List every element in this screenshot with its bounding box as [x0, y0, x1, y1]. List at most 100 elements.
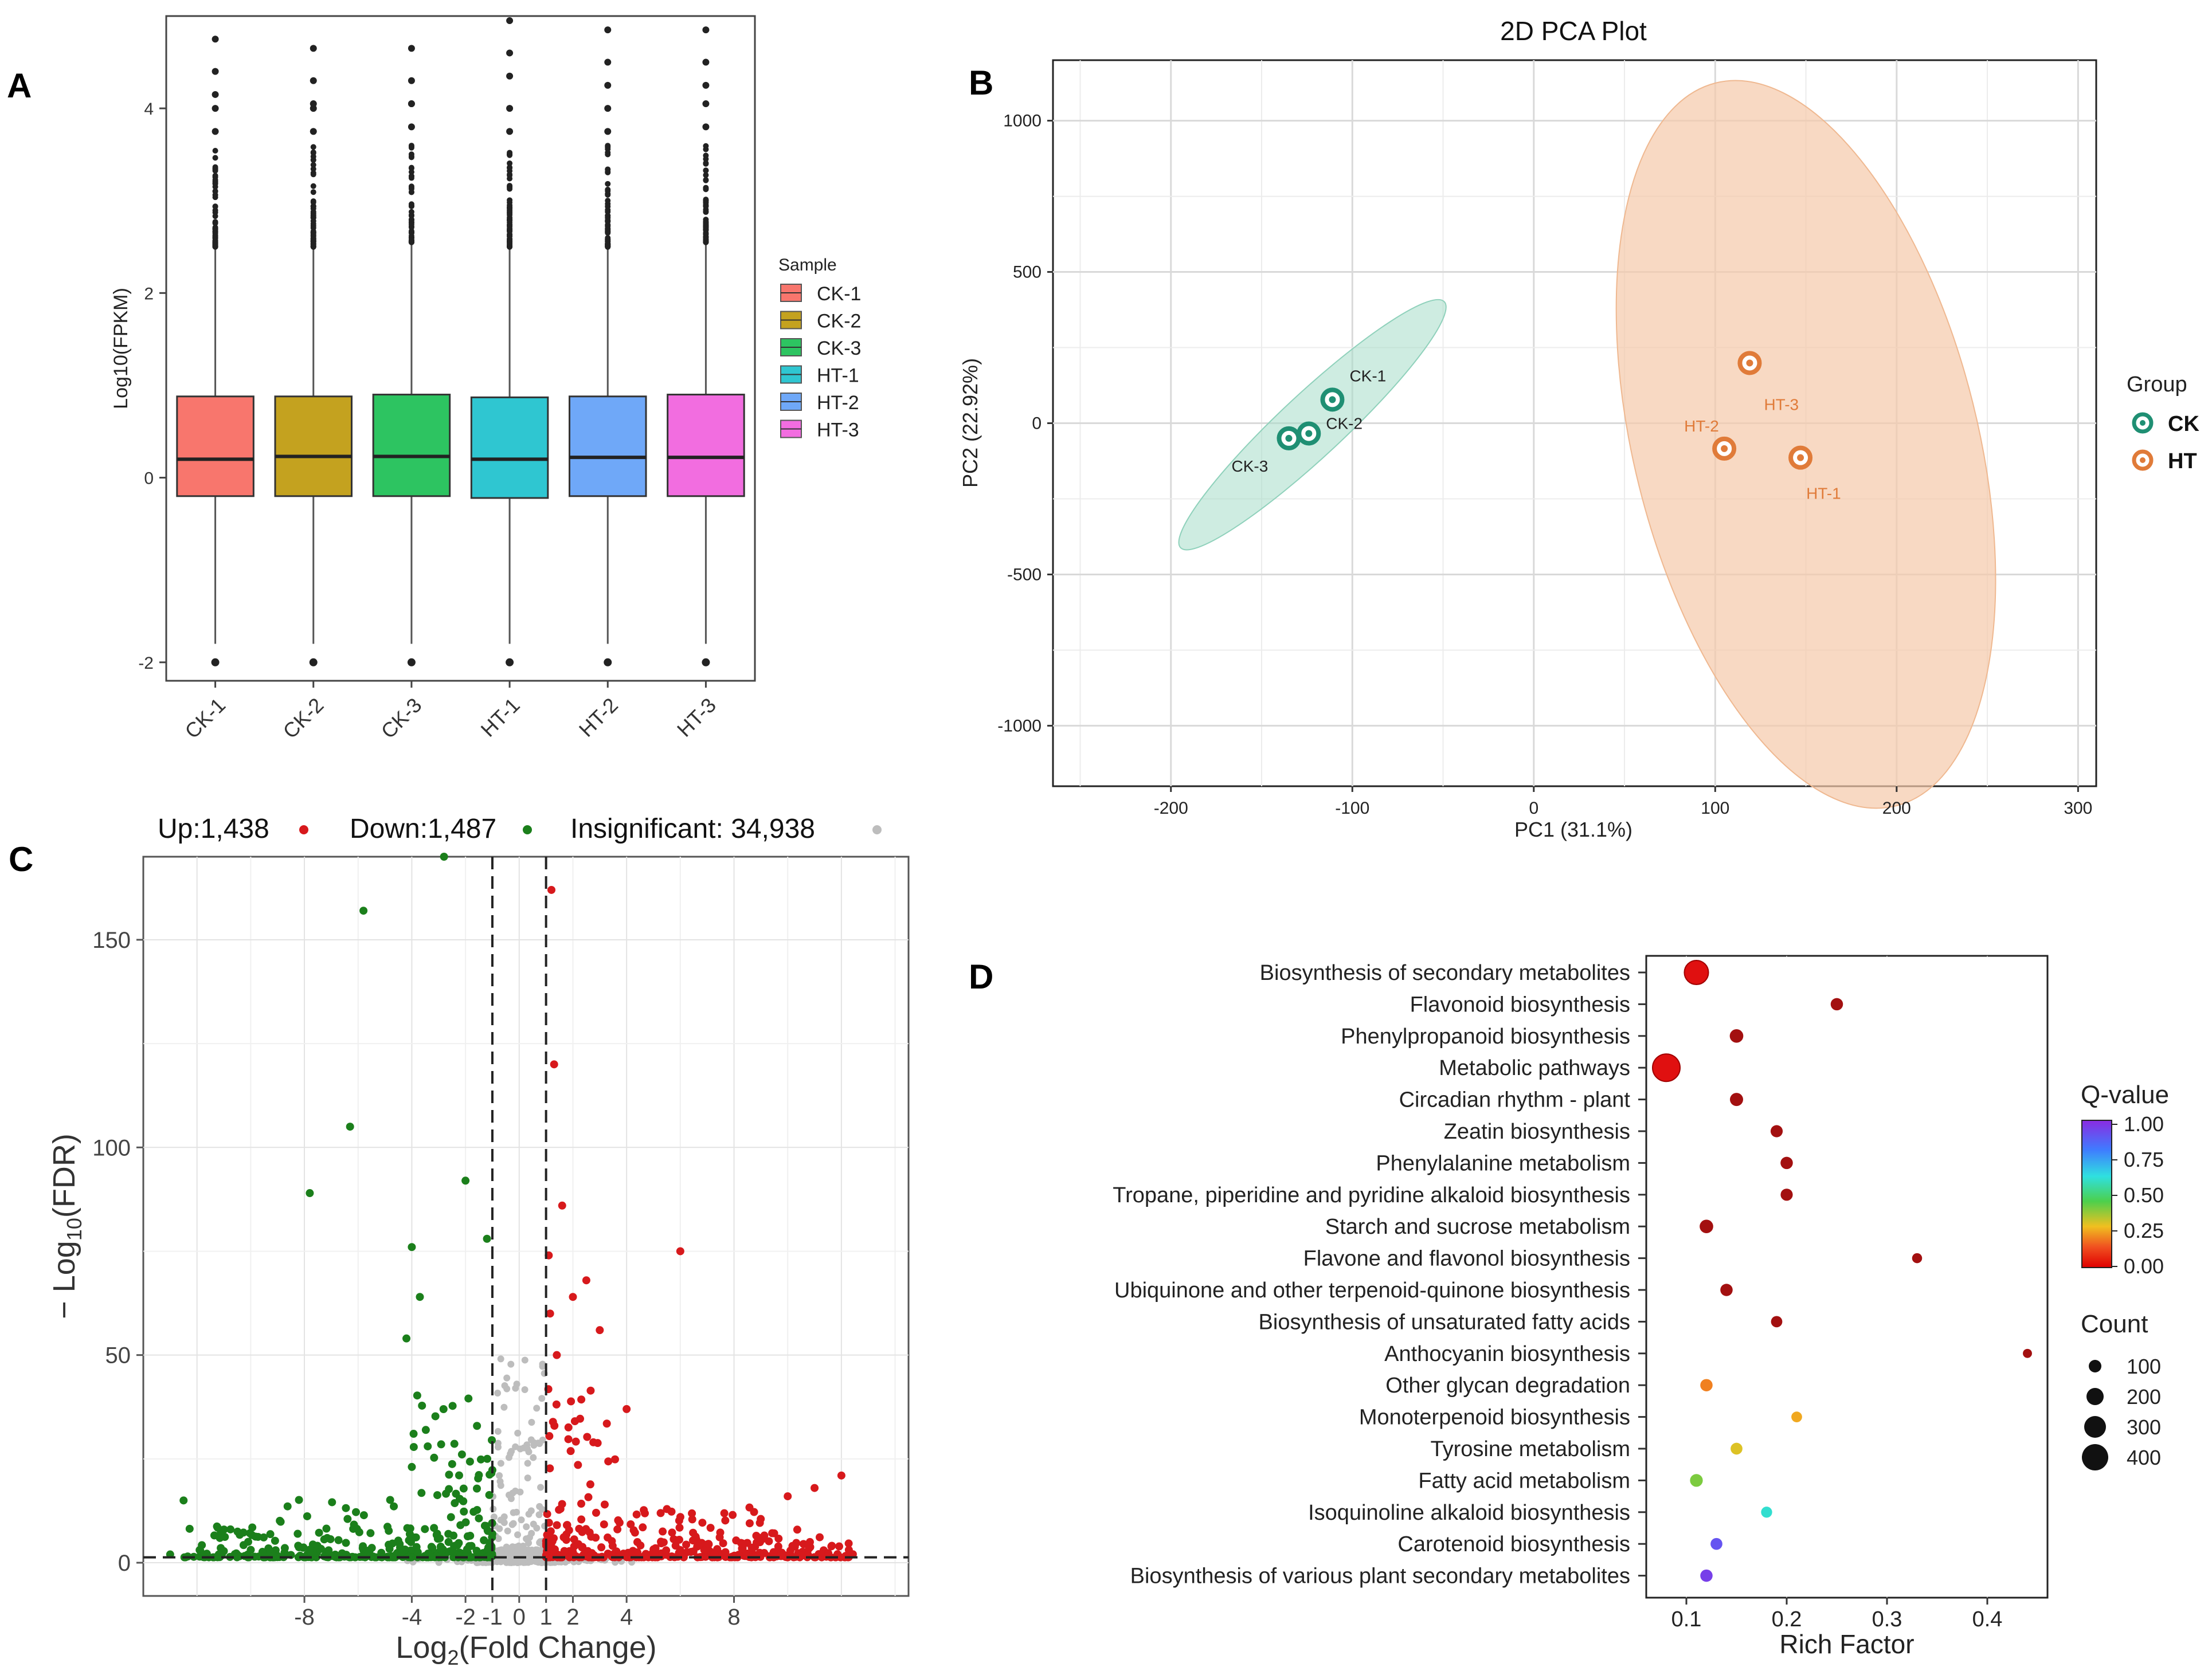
panel-d-term-label: Biosynthesis of unsaturated fatty acids: [1259, 1310, 1630, 1334]
panel-a-outlier-point: [507, 160, 513, 166]
panel-c-point-up: [567, 1397, 575, 1406]
panel-a-x-tick-label: CK-3: [377, 693, 426, 743]
panel-a-outlier-point: [703, 197, 709, 203]
panel-c-point-insignificant: [494, 1390, 502, 1397]
panel-a-outlier-point: [605, 186, 611, 193]
panel-c-point-up: [546, 1309, 554, 1318]
panel-d-size-legend-title: Count: [2081, 1310, 2148, 1338]
panel-b-x-axis-title: PC1 (31.1%): [1514, 818, 1632, 841]
panel-a-outlier-point: [703, 143, 709, 149]
panel-c-point-up: [575, 1524, 584, 1533]
panel-b-x-tick-label: -200: [1154, 799, 1188, 818]
panel-b-point-core: [1329, 396, 1336, 403]
panel-c-point-up: [556, 1505, 565, 1513]
panel-d-bubble: [1700, 1569, 1713, 1582]
panel-d-term-label: Isoquinoline alkaloid biosynthesis: [1308, 1501, 1630, 1525]
panel-c-point-down: [469, 1508, 478, 1516]
panel-c-legend-label: Up:1,438: [158, 814, 269, 844]
panel-a-outlier-point: [212, 232, 218, 238]
panel-c-point-down: [386, 1496, 394, 1504]
panel-c-y-tick-label: 0: [118, 1551, 131, 1576]
panel-c-point-up: [583, 1433, 592, 1441]
panel-c-point-down: [328, 1498, 336, 1507]
panel-c-point-up: [844, 1539, 853, 1548]
panel-c-point-insignificant: [494, 1439, 502, 1447]
panel-c-point-up: [597, 1543, 606, 1552]
panel-c-point-up: [559, 1533, 568, 1542]
panel-c-point-up: [747, 1543, 756, 1552]
panel-b-legend-title: Group: [2127, 372, 2187, 397]
panel-b-x-tick-label: 300: [2064, 799, 2092, 818]
panel-a-outlier-point: [605, 207, 611, 213]
panel-c-point-down: [295, 1496, 303, 1504]
panel-c-point-down: [431, 1412, 440, 1421]
panel-a-outlier-point: [408, 173, 414, 179]
panel-c-point-down: [476, 1455, 485, 1464]
panel-a-outlier-point: [507, 233, 513, 239]
panel-b-point-core: [1797, 454, 1804, 461]
panel-c-point-up: [586, 1386, 595, 1395]
panel-a-outlier-point: [605, 214, 611, 221]
panel-c-point-up: [552, 1400, 561, 1409]
panel-c-point-insignificant: [537, 1484, 545, 1491]
panel-a-outlier-point: [506, 17, 514, 25]
panel-label-a: A: [7, 66, 32, 105]
panel-c-point-up: [587, 1532, 596, 1541]
panel-a-outlier-point: [310, 100, 317, 108]
panel-c-plot-area: [142, 856, 910, 1597]
panel-c-point-down: [473, 1422, 481, 1430]
panel-c-point-down: [449, 1548, 458, 1556]
panel-d-term-label: Fatty acid metabolism: [1418, 1469, 1630, 1493]
panel-d-color-tick-label: 1.00: [2124, 1112, 2164, 1136]
panel-a-outlier-point: [703, 167, 709, 174]
panel-a-outlier-point: [507, 164, 513, 171]
panel-d-size-legend-dot: [2089, 1360, 2101, 1372]
panel-c-point-insignificant: [519, 1542, 527, 1550]
panel-a-legend-label: CK-1: [817, 283, 861, 305]
panel-c-point-up: [614, 1516, 623, 1525]
panel-b-y-tick-label: 500: [1013, 263, 1042, 282]
panel-b-ellipse-ht: [1615, 80, 1996, 809]
panel-c-point-up: [577, 1515, 586, 1524]
panel-a-outlier-point: [212, 241, 218, 248]
panel-c-x-tick-label: 0: [513, 1605, 526, 1630]
panel-c-point-up: [570, 1535, 578, 1544]
panel-c-point-down: [417, 1489, 426, 1497]
panel-a-box-group: [470, 17, 549, 666]
panel-c-point-insignificant: [520, 1550, 527, 1557]
panel-a-outlier-point: [310, 45, 317, 52]
panel-b-point-core: [1746, 359, 1753, 367]
panel-c-point-insignificant: [513, 1380, 520, 1388]
panel-label-b: B: [969, 64, 993, 102]
panel-d-kegg-bubble: Biosynthesis of secondary metabolites Fla…: [1113, 955, 2169, 1659]
panel-c-point-down: [346, 1123, 354, 1131]
panel-a-box-ht-3: [667, 394, 745, 497]
panel-d-term-label: Tropane, piperidine and pyridine alkaloi…: [1113, 1183, 1630, 1207]
panel-a-outlier-point: [310, 171, 316, 178]
panel-c-point-up: [633, 1548, 641, 1556]
panel-a-outlier-point: [408, 45, 415, 52]
panel-c-point-down: [460, 1507, 468, 1516]
panel-c-point-down: [418, 1401, 426, 1410]
panel-c-point-down: [213, 1523, 222, 1532]
panel-a-outlier-point: [506, 658, 514, 666]
panel-d-term-label: Biosynthesis of various plant secondary …: [1130, 1564, 1630, 1588]
panel-c-point-up: [613, 1525, 622, 1533]
panel-c-x-tick-label: 2: [566, 1605, 579, 1630]
panel-d-term-label: Flavone and flavonol biosynthesis: [1303, 1247, 1630, 1271]
panel-c-point-up: [627, 1551, 636, 1560]
panel-c-point-down: [480, 1536, 488, 1544]
panel-c-point-down: [472, 1484, 481, 1493]
panel-c-point-up: [582, 1276, 590, 1285]
panel-d-term-label: Flavonoid biosynthesis: [1410, 993, 1630, 1017]
panel-c-point-up: [584, 1493, 593, 1501]
panel-b-legend-key-core: [2140, 420, 2146, 426]
panel-c-point-insignificant: [514, 1429, 522, 1437]
panel-c-point-insignificant: [512, 1443, 519, 1450]
panel-c-point-up: [701, 1552, 710, 1561]
panel-c-x-tick-label: 4: [620, 1605, 633, 1630]
panel-c-point-up: [770, 1529, 778, 1537]
panel-d-size-legend-label: 200: [2127, 1385, 2161, 1409]
panel-d-x-tick-label: 0.2: [1772, 1607, 1802, 1631]
panel-c-point-insignificant: [496, 1478, 504, 1485]
